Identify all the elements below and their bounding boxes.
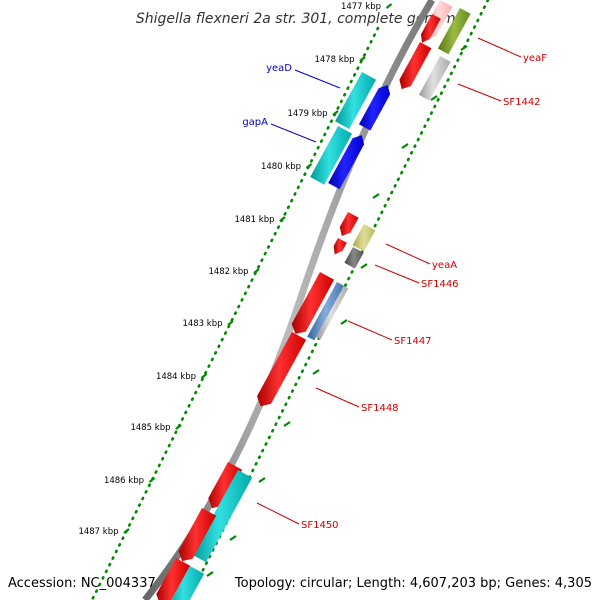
gene-box-cyan: [191, 470, 253, 563]
tick-label: 1487 kbp: [78, 527, 118, 537]
gene-arrow-blue: [328, 135, 365, 190]
gene-arrow-red: [339, 212, 359, 236]
tick-mark: [305, 163, 313, 169]
inner-tick-mark: [372, 193, 380, 199]
gene-arrow-blue: [359, 85, 391, 131]
leader-line-yead: [294, 69, 341, 89]
inner-tick-mark: [430, 95, 438, 101]
gene-label-yead[interactable]: yeaD: [266, 63, 292, 74]
genome-stats-text: Topology: circular; Length: 4,607,203 bp…: [234, 576, 592, 591]
tick-mark: [359, 56, 366, 62]
tick-mark: [332, 110, 339, 116]
gene-arrow-red: [178, 508, 217, 562]
gene-label-sf1447[interactable]: SF1447: [394, 336, 432, 347]
tick-label: 1485 kbp: [130, 423, 170, 433]
inner-tick-mark: [312, 369, 320, 375]
tick-label: 1486 kbp: [104, 476, 144, 486]
tick-label: 1478 kbp: [314, 55, 354, 65]
gene-arrow-red: [257, 332, 307, 407]
gene-box-gapA: [310, 126, 353, 185]
accession-text: Accession: NC_004337: [8, 576, 156, 591]
tick-mark: [200, 373, 208, 379]
gene-box-grey: [418, 56, 451, 101]
tick-mark: [227, 320, 234, 326]
tick-label: 1479 kbp: [287, 109, 327, 119]
gene-box-dark: [344, 247, 364, 269]
leader-line-yeaa: [385, 243, 431, 265]
leader-line-sf1442: [457, 83, 502, 102]
gene-label-yeaa[interactable]: yeaA: [432, 260, 457, 271]
tick-label: 1483 kbp: [182, 319, 222, 329]
gene-box-khaki: [352, 224, 376, 252]
tick-label: 1480 kbp: [261, 162, 301, 172]
gene-label-gapa[interactable]: gapA: [242, 117, 268, 128]
leader-line-gapa: [270, 123, 317, 143]
leader-line-sf1447: [347, 320, 393, 341]
leader-line-sf1446: [374, 264, 420, 284]
tick-label: 1484 kbp: [156, 372, 196, 382]
gene-arrow-red: [421, 14, 441, 43]
tick-mark: [123, 528, 130, 534]
gene-label-sf1448[interactable]: SF1448: [361, 403, 399, 414]
gene-label-sf1450[interactable]: SF1450: [301, 520, 339, 531]
gene-box-steel: [307, 282, 344, 341]
tick-label: 1477 kbp: [341, 2, 381, 12]
inner-tick-mark: [460, 45, 468, 51]
outer-dot-track: [90, 26, 380, 600]
tick-mark: [148, 477, 156, 483]
tick-marks: 1477 kbp 1478 kbp 1479 kbp 1480 kbp 1481 kbp…: [78, 2, 468, 577]
gene-box-cyan: [171, 566, 205, 600]
gene-label-sf1446[interactable]: SF1446: [421, 279, 459, 290]
tick-label: 1481 kbp: [234, 215, 274, 225]
gene-arrow-red: [399, 42, 432, 90]
gene-arrow-red: [208, 462, 243, 509]
tick-label: 1482 kbp: [208, 267, 248, 277]
gene-label-sf1442[interactable]: SF1442: [503, 97, 541, 108]
gene-arrow-red: [291, 272, 335, 334]
gene-box-grey: [316, 286, 349, 340]
inner-tick-mark: [283, 421, 291, 427]
leader-line-sf1448: [315, 387, 360, 408]
inner-tick-mark: [229, 535, 237, 541]
leader-line-sf1450: [256, 502, 300, 525]
gene-label-yeaf[interactable]: yeaF: [523, 53, 547, 64]
inner-tick-mark: [360, 263, 368, 269]
leader-line-yeaf: [477, 37, 522, 58]
inner-tick-mark: [258, 477, 266, 483]
inner-tick-mark: [401, 143, 409, 149]
gene-box-yeaD: [335, 72, 377, 129]
inner-tick-mark: [206, 571, 214, 577]
tick-mark: [253, 268, 260, 274]
gene-arrow-red: [333, 238, 347, 255]
genome-title: Shigella flexneri 2a str. 301, complete …: [136, 11, 464, 27]
gene-arrow-red: [156, 558, 191, 600]
gene-labels: yeaF SF1442 yeaD gapA yeaA SF1446 SF1447 SF1448…: [242, 37, 547, 531]
inner-tick-mark: [340, 319, 348, 325]
gene-arrow-olive: [437, 8, 471, 55]
tick-mark: [385, 3, 393, 9]
features-layer: [156, 0, 471, 600]
tick-mark: [279, 216, 286, 222]
tick-mark: [175, 424, 182, 430]
